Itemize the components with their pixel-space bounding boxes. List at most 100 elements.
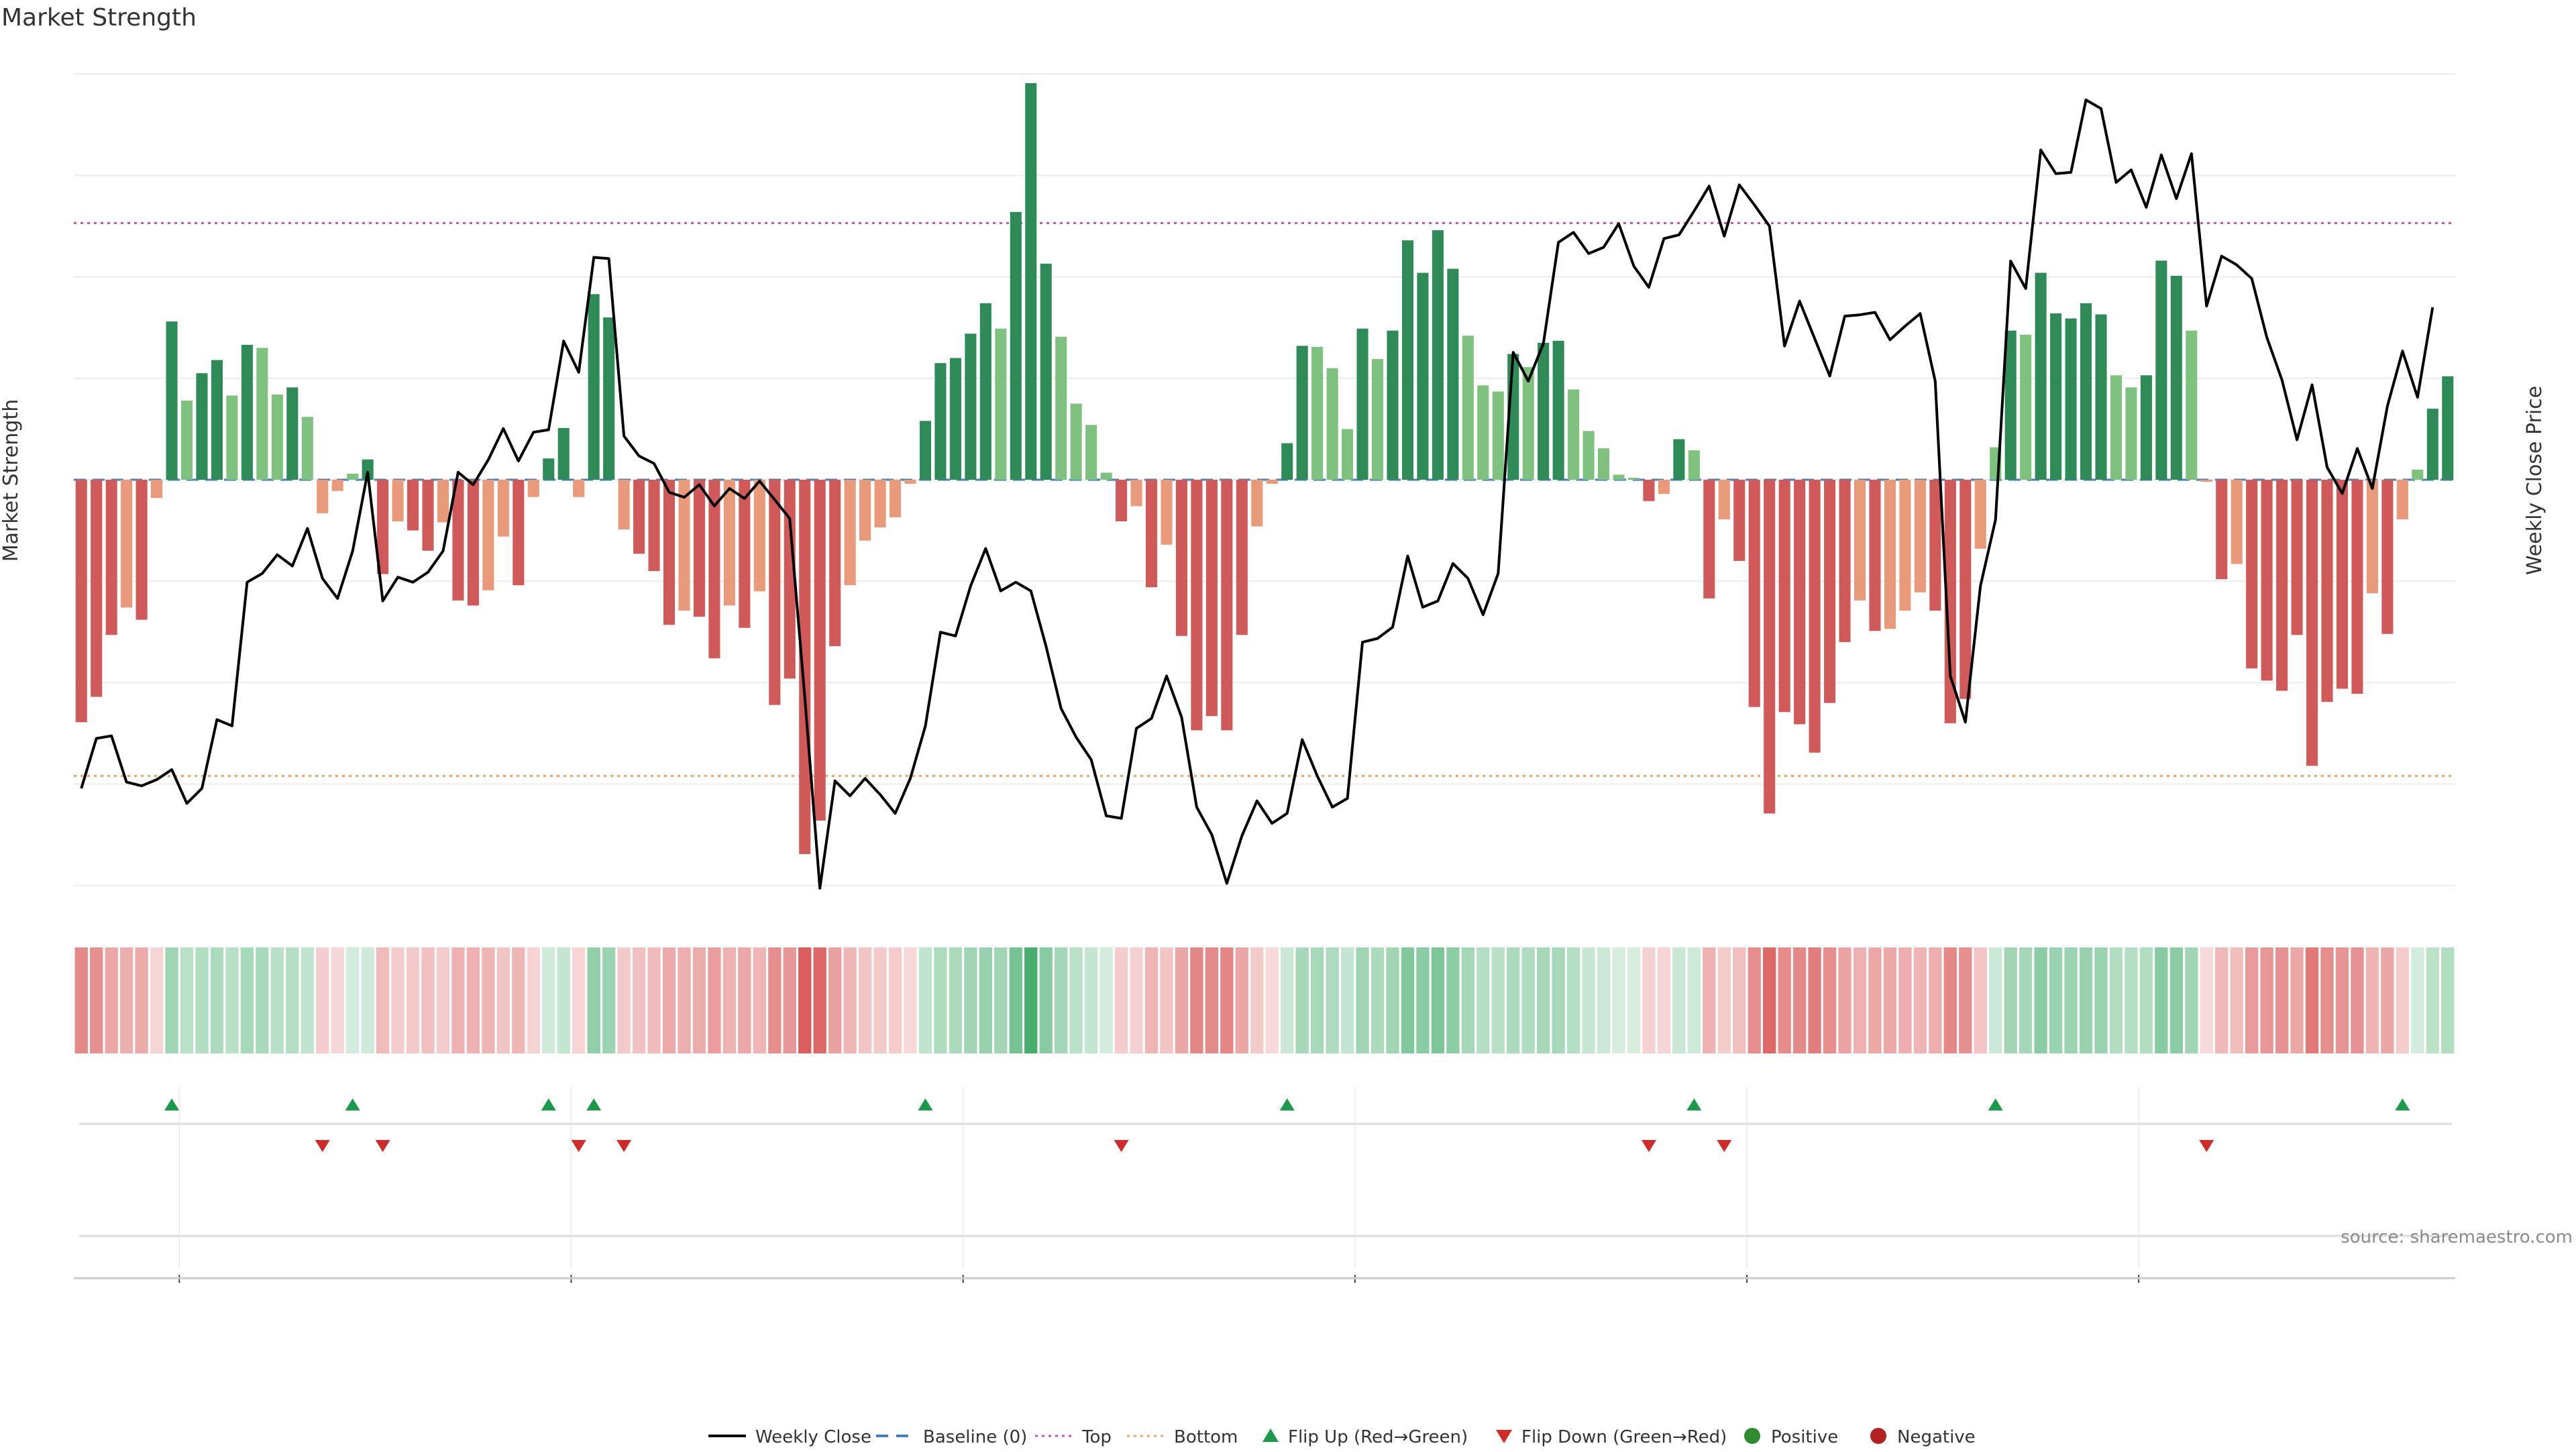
heat-cell: [647, 947, 661, 1053]
source-text: source: sharemaestro.com: [2341, 1227, 2573, 1247]
flip-down-marker: [571, 1140, 586, 1152]
strength-bar: [286, 387, 299, 480]
flip-up-marker: [345, 1098, 360, 1110]
strength-bar: [211, 360, 223, 480]
heat-cell: [1235, 947, 1248, 1053]
strength-bar: [1598, 448, 1610, 480]
heat-cell: [1748, 947, 1761, 1053]
strength-bar: [75, 480, 87, 723]
heat-cell: [722, 947, 737, 1053]
gridlines: [74, 73, 2455, 1268]
strength-bar: [814, 480, 826, 821]
heat-cell: [316, 947, 329, 1053]
heat-cell: [994, 947, 1008, 1053]
heat-cell: [542, 947, 555, 1053]
strength-bar: [543, 458, 555, 480]
strength-bar: [678, 480, 690, 611]
strength-bar: [2125, 387, 2137, 480]
strength-bar: [1251, 480, 1263, 527]
strength-bar: [859, 480, 871, 541]
heat-cell: [482, 947, 495, 1053]
heat-cell: [286, 947, 299, 1053]
flip-down-marker: [315, 1140, 330, 1152]
heat-cell: [1717, 947, 1731, 1053]
heat-cell: [1778, 947, 1791, 1053]
strength-bar: [829, 480, 841, 646]
strength-bar: [949, 358, 961, 480]
heat-cell: [918, 947, 932, 1053]
strength-bar: [256, 348, 268, 480]
strength-bar: [2291, 480, 2303, 635]
strength-bar: [2186, 330, 2198, 480]
flip-up-marker: [1686, 1098, 1702, 1110]
heat-cell: [346, 947, 360, 1053]
heat-cell: [451, 947, 465, 1053]
heat-cell: [828, 947, 842, 1053]
strength-bar: [1342, 429, 1354, 480]
heat-cell: [2215, 947, 2229, 1053]
heat-cell: [1340, 947, 1354, 1053]
heat-cell: [391, 947, 405, 1053]
heat-cell: [225, 947, 239, 1053]
strength-bar: [377, 480, 389, 574]
strength-bar: [1854, 480, 1866, 601]
heat-cell: [2351, 947, 2364, 1053]
strength-bar: [105, 480, 117, 635]
heat-cell: [165, 947, 178, 1053]
strength-bar: [784, 480, 796, 679]
strength-bar: [1462, 335, 1474, 480]
heat-cell: [105, 947, 118, 1053]
strength-bar: [633, 480, 645, 554]
strength-bar: [1733, 480, 1746, 561]
strength-bar: [874, 480, 886, 528]
heat-cell: [843, 947, 857, 1053]
heat-cell: [496, 947, 511, 1053]
flip-up-marker: [2395, 1098, 2410, 1110]
heat-cell: [2290, 947, 2304, 1053]
strength-bar: [1281, 443, 1293, 480]
strength-bar: [2246, 480, 2258, 669]
y-right-axis-label: Weekly Close Price: [2523, 386, 2546, 575]
strength-bar: [527, 480, 539, 497]
strength-bar: [934, 363, 947, 480]
strength-bar: [2351, 480, 2363, 694]
strength-bar: [2035, 272, 2047, 480]
strength-bar: [557, 427, 570, 480]
heat-cell: [2381, 947, 2394, 1053]
legend-label: Positive: [1771, 1427, 1838, 1447]
legend-label: Baseline (0): [923, 1427, 1027, 1447]
strength-bar: [1477, 385, 1489, 480]
flip-up-marker: [918, 1098, 933, 1110]
strength-bar: [1070, 403, 1082, 480]
flip-down-marker: [1114, 1140, 1129, 1152]
heat-cell: [1431, 947, 1445, 1053]
heat-cell: [2079, 947, 2093, 1053]
heat-cell: [738, 947, 751, 1053]
strength-bar: [1130, 480, 1142, 507]
strength-bar: [1643, 480, 1655, 501]
heat-cell: [210, 947, 224, 1053]
heat-cell: [692, 947, 706, 1053]
strength-bar: [392, 480, 404, 521]
strength-bar: [2020, 334, 2032, 480]
chart-title: Market Strength: [1, 4, 197, 32]
heat-cell: [421, 947, 435, 1053]
heat-cell: [617, 947, 631, 1053]
strength-bar: [1025, 83, 1037, 480]
heat-cell: [572, 947, 586, 1053]
strength-bar: [1356, 328, 1368, 480]
heat-cell: [1265, 947, 1279, 1053]
strength-bar: [1824, 480, 1836, 703]
heat-cell: [813, 947, 826, 1053]
strength-bar: [1809, 480, 1821, 753]
strength-bar: [180, 401, 193, 480]
strength-bar: [965, 333, 977, 480]
heat-cell: [1461, 947, 1474, 1053]
strength-bar: [1658, 480, 1670, 495]
legend-dot-icon: [1870, 1428, 1886, 1444]
strength-bar: [603, 317, 615, 480]
heat-cell: [783, 947, 796, 1053]
strength-bar: [1522, 367, 1534, 480]
strength-bar: [2396, 480, 2408, 519]
